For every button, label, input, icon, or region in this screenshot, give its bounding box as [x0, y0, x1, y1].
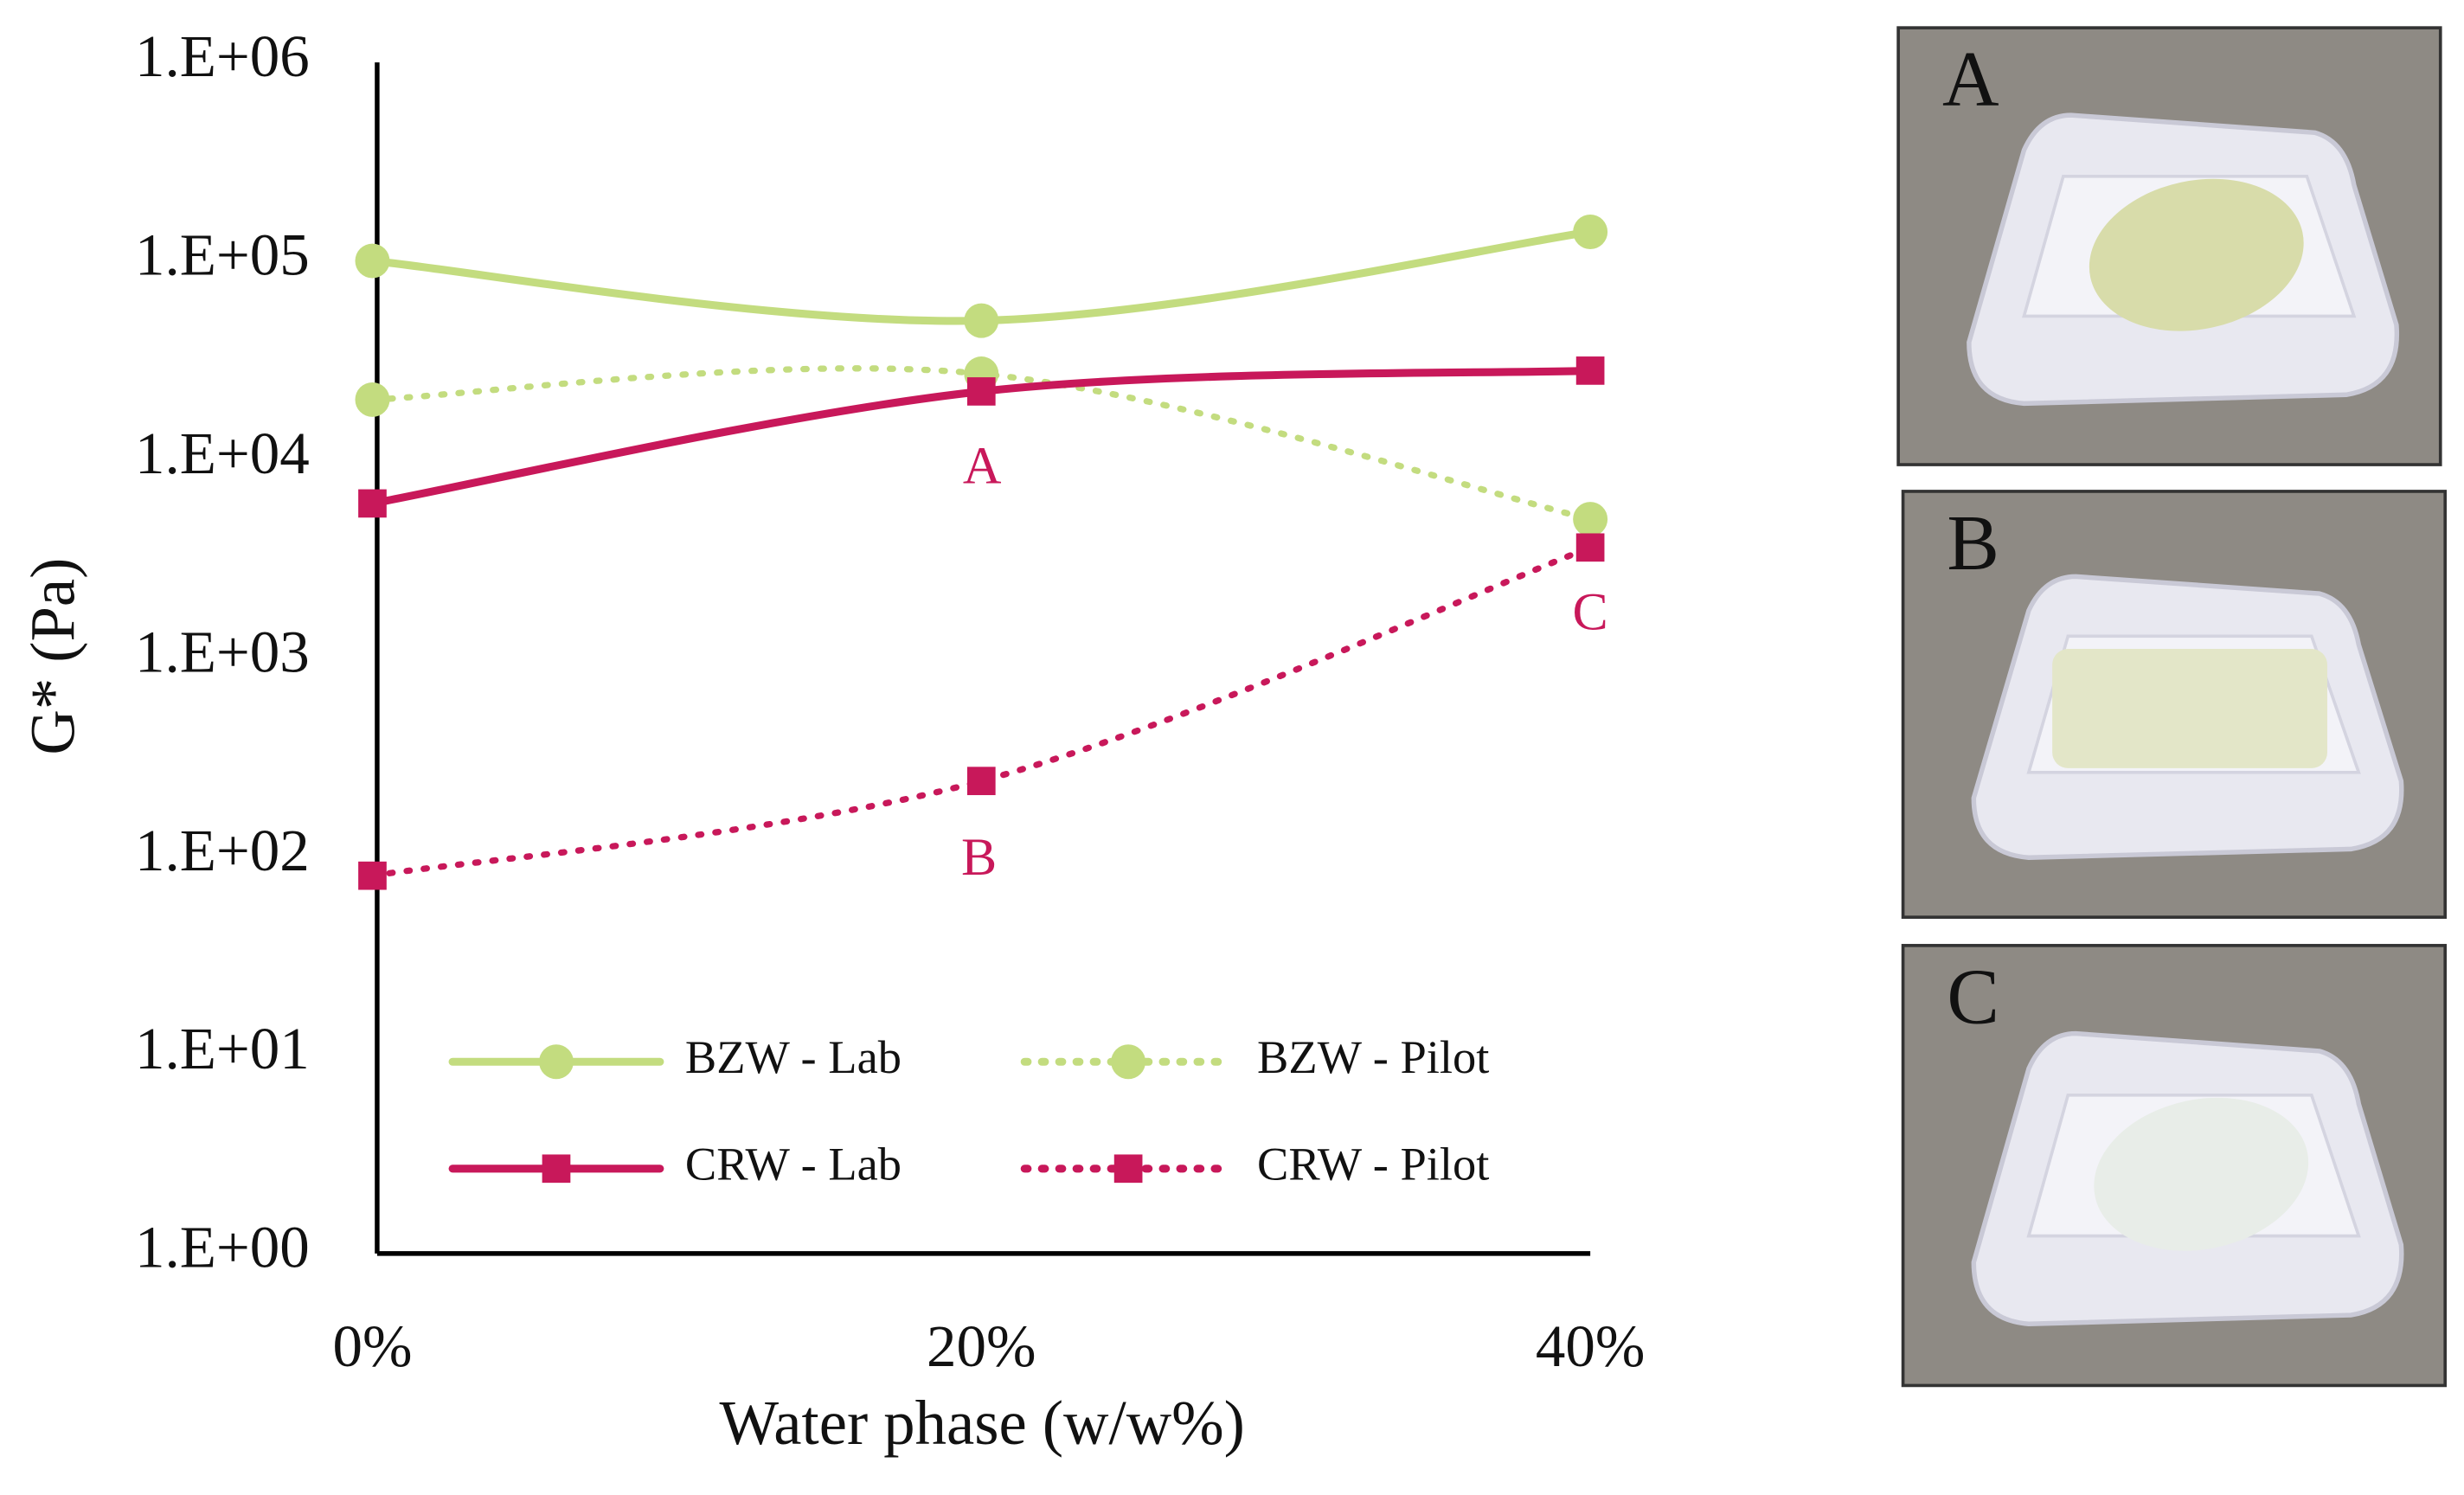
photo-label: B	[1947, 499, 1999, 587]
plot-area: 1.E+00 1.E+01 1.E+02 1.E+03 1.E+04 1.E+05 1.E+…	[18, 22, 1646, 1458]
y-tick-label: 1.E+01	[135, 1015, 310, 1081]
marker	[964, 303, 999, 338]
annotation: C	[1573, 582, 1608, 641]
y-tick-label: 1.E+02	[135, 817, 310, 883]
x-tick-label: 40%	[1536, 1312, 1646, 1379]
photo-panels: A B C	[1896, 26, 2448, 1388]
marker	[966, 377, 996, 406]
marker	[539, 1044, 574, 1080]
y-axis-title: G* (Pa)	[18, 558, 88, 755]
marker	[1573, 215, 1608, 249]
annotation: B	[961, 828, 997, 887]
photo-label: C	[1947, 953, 1999, 1041]
sample	[2089, 178, 2304, 331]
y-tick-label: 1.E+00	[135, 1214, 310, 1280]
y-tick-label: 1.E+06	[135, 22, 310, 89]
marker	[358, 489, 387, 518]
marker	[542, 1154, 571, 1184]
y-tick-label: 1.E+04	[135, 420, 310, 486]
marker	[355, 243, 390, 279]
sample	[2094, 1097, 2309, 1251]
legend-label: BZW - Pilot	[1257, 1030, 1489, 1083]
y-tick-label: 1.E+05	[135, 221, 310, 287]
marker	[1575, 356, 1605, 385]
sample	[2052, 649, 2327, 768]
legend-label: CRW - Pilot	[1257, 1137, 1489, 1190]
y-tick-label: 1.E+03	[135, 618, 310, 684]
marker	[358, 861, 387, 890]
legend-label: BZW - Lab	[685, 1030, 902, 1083]
legend-label: CRW - Lab	[685, 1137, 902, 1190]
x-tick-label: 20%	[927, 1312, 1036, 1379]
photo-label: A	[1942, 35, 1999, 123]
x-axis-title: Water phase (w/w%)	[720, 1388, 1245, 1458]
marker	[1111, 1044, 1146, 1080]
marker	[966, 767, 996, 796]
annotation: A	[963, 436, 1002, 495]
marker	[1113, 1154, 1143, 1184]
marker	[1573, 502, 1608, 537]
marker	[1575, 533, 1605, 562]
x-tick-label: 0%	[332, 1312, 412, 1379]
marker	[355, 382, 390, 417]
series-line	[369, 544, 1594, 879]
